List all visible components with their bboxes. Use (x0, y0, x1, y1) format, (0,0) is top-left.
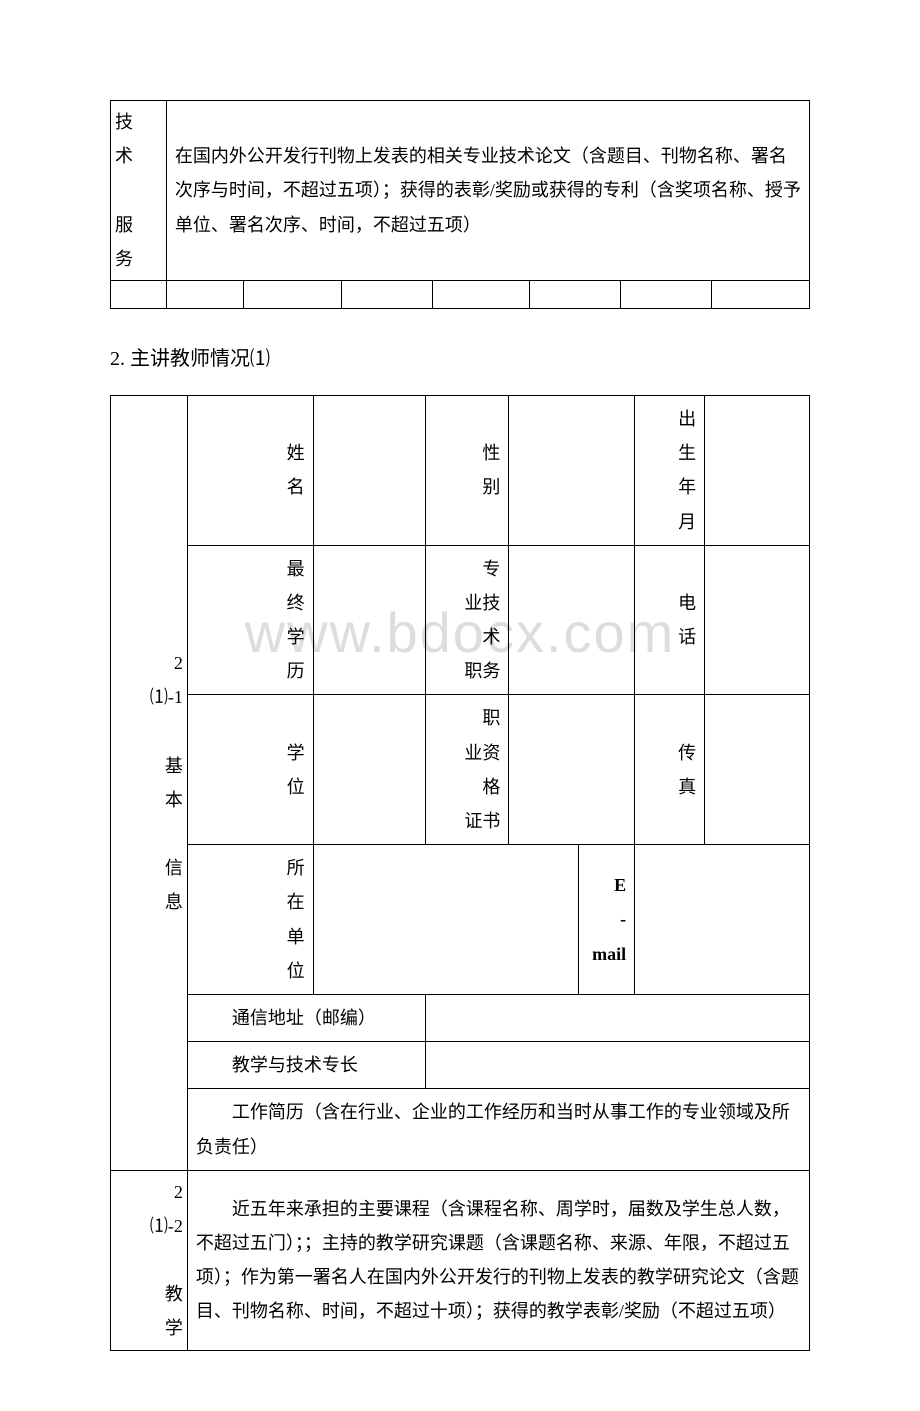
teaching-section-label: 2⑴-2教学 (111, 1170, 188, 1350)
table-row: 教学与技术专长 (111, 1042, 810, 1089)
address-label: 通信地址（邮编） (187, 994, 425, 1041)
unit-value (313, 845, 579, 995)
empty-cell (111, 280, 167, 308)
phone-value (705, 545, 810, 695)
tech-service-label: 技术服务 (111, 101, 167, 281)
birth-label: 出生年月 (635, 395, 705, 545)
cert-value (509, 695, 635, 845)
table-row: 通信地址（邮编） (111, 994, 810, 1041)
empty-cell (530, 280, 621, 308)
fax-value (705, 695, 810, 845)
section-title: 2. 主讲教师情况⑴ (110, 341, 810, 377)
name-value (313, 395, 425, 545)
address-value (425, 994, 810, 1041)
unit-label: 所在单位 (187, 845, 313, 995)
title-label: 专业技术职务 (425, 545, 509, 695)
specialty-label: 教学与技术专长 (187, 1042, 425, 1089)
specialty-value (425, 1042, 810, 1089)
teaching-content-text: 近五年来承担的主要课程（含课程名称、周学时，届数及学生总人数，不超过五门）；；主… (196, 1199, 799, 1322)
email-value (635, 845, 810, 995)
technical-service-table: 技术服务 在国内外公开发行刊物上发表的相关专业技术论文（含题目、刊物名称、署名次… (110, 100, 810, 309)
empty-cell (432, 280, 530, 308)
work-history-content: 工作简历（含在行业、企业的工作经历和当时从事工作的专业领域及所负责任） (187, 1089, 809, 1170)
empty-cell (621, 280, 712, 308)
education-label: 最终学历 (187, 545, 313, 695)
phone-label: 电话 (635, 545, 705, 695)
degree-label: 学位 (187, 695, 313, 845)
gender-value (509, 395, 635, 545)
basic-info-section-label: 2⑴-1基本信息 (111, 395, 188, 1170)
teacher-info-table: 2⑴-1基本信息 姓名 性别 出生年月 最终学历 专业技术职务 电话 学位 职业… (110, 395, 810, 1351)
tech-service-content: 在国内外公开发行刊物上发表的相关专业技术论文（含题目、刊物名称、署名次序与时间，… (166, 101, 809, 281)
degree-value (313, 695, 425, 845)
table-row: 工作简历（含在行业、企业的工作经历和当时从事工作的专业领域及所负责任） (111, 1089, 810, 1170)
work-history-text: 工作简历（含在行业、企业的工作经历和当时从事工作的专业领域及所负责任） (196, 1102, 790, 1156)
empty-cell (712, 280, 810, 308)
table-row: 所在单位 E-mail (111, 845, 810, 995)
fax-label: 传真 (635, 695, 705, 845)
table-row: 最终学历 专业技术职务 电话 (111, 545, 810, 695)
education-value (313, 545, 425, 695)
table-row: 学位 职业资格证书 传真 (111, 695, 810, 845)
table-row (111, 280, 810, 308)
empty-cell (341, 280, 432, 308)
teaching-content: 近五年来承担的主要课程（含课程名称、周学时，届数及学生总人数，不超过五门）；；主… (187, 1170, 809, 1350)
empty-cell (166, 280, 243, 308)
title-value (509, 545, 635, 695)
email-label: E-mail (579, 845, 635, 995)
table-row: 2⑴-1基本信息 姓名 性别 出生年月 (111, 395, 810, 545)
gender-label: 性别 (425, 395, 509, 545)
table-row: 2⑴-2教学 近五年来承担的主要课程（含课程名称、周学时，届数及学生总人数，不超… (111, 1170, 810, 1350)
empty-cell (243, 280, 341, 308)
birth-value (705, 395, 810, 545)
cert-label: 职业资格证书 (425, 695, 509, 845)
name-label: 姓名 (187, 395, 313, 545)
